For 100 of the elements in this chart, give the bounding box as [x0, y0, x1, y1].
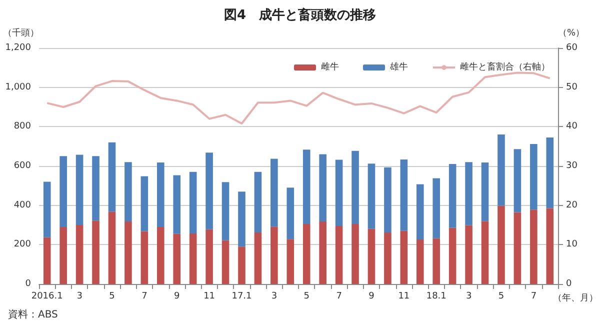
bar: [481, 162, 489, 222]
bar: [140, 231, 148, 284]
bar: [156, 162, 164, 227]
chart-title: 図4 成牛と畜頭数の推移: [224, 7, 376, 23]
bar: [432, 178, 440, 238]
bar: [514, 212, 522, 284]
y-tick-label: 400: [14, 200, 32, 210]
y-tick-label: 1,200: [5, 43, 32, 53]
y-tick-label: 600: [14, 161, 32, 171]
x-tick-label: 11: [398, 292, 410, 302]
y2-tick-label: 10: [566, 240, 578, 250]
y-tick-label: 1,000: [5, 82, 32, 92]
bar: [514, 149, 522, 212]
bar: [546, 137, 554, 208]
bar: [465, 162, 472, 226]
y2-tick-label: 20: [566, 200, 578, 210]
bar: [368, 164, 376, 229]
bar: [448, 164, 456, 228]
bar: [481, 221, 489, 284]
bar: [189, 172, 197, 234]
bar: [498, 134, 505, 206]
text: 資料：ABS: [8, 308, 58, 320]
bar: [286, 239, 294, 284]
x-axis-title: （年、月）: [553, 292, 598, 304]
bar: [156, 226, 164, 284]
bar: [124, 162, 132, 222]
y2-tick-label: 60: [566, 43, 578, 53]
bar: [352, 224, 359, 284]
bar: [92, 156, 100, 221]
legend-label: 雄牛: [389, 62, 408, 72]
bar: [43, 237, 51, 284]
legend-label: 雌牛と畜割合（右軸）: [460, 62, 550, 72]
bar: [222, 240, 230, 284]
bar: [416, 184, 424, 240]
bar: [60, 226, 67, 284]
bar: [173, 234, 181, 284]
y2-tick-label: 40: [566, 122, 578, 132]
bar: [124, 221, 132, 284]
bar: [140, 176, 148, 232]
bar: [368, 228, 376, 284]
bar: [254, 172, 262, 232]
bar: [432, 238, 440, 284]
bar: [448, 228, 456, 284]
bar: [319, 221, 326, 284]
bar: [206, 229, 213, 284]
x-tick-label: 7: [142, 292, 148, 302]
bar: [286, 188, 294, 240]
bar: [254, 232, 262, 284]
y2-tick-label: 30: [566, 161, 578, 171]
bar: [335, 226, 343, 284]
bar: [352, 150, 359, 224]
legend-label: 雌牛: [321, 62, 339, 72]
bar: [92, 220, 100, 284]
x-tick-label: 9: [368, 292, 375, 302]
bar: [465, 225, 472, 284]
bar: [546, 208, 554, 284]
y-tick-label: 200: [14, 240, 32, 250]
bar: [400, 160, 408, 231]
y2-axis-title: （%）: [558, 28, 585, 38]
x-tick-label: 3: [466, 292, 472, 302]
y-tick-label: 800: [14, 122, 32, 132]
bar: [270, 158, 278, 227]
bar: [302, 150, 310, 224]
bar: [498, 206, 505, 284]
x-tick-label: 7: [336, 292, 342, 302]
x-tick-label: 18.1: [426, 292, 446, 302]
x-tick-label: 5: [498, 292, 504, 302]
bar: [384, 167, 392, 232]
bar: [302, 224, 310, 284]
line-series: [46, 72, 551, 125]
x-tick-label: 3: [271, 292, 278, 302]
x-tick-label: 3: [76, 292, 82, 302]
bar: [270, 226, 278, 284]
x-tick-label: 9: [174, 292, 180, 302]
x-tick-label: 5: [304, 292, 310, 302]
bar: [108, 142, 116, 212]
bar: [108, 212, 116, 284]
bar: [530, 210, 538, 284]
bar: [416, 240, 424, 284]
bar: [400, 230, 408, 284]
bar: [189, 233, 197, 284]
bar: [173, 175, 181, 234]
bar: [76, 154, 84, 225]
bar: [335, 160, 343, 226]
x-tick-label: 2016.1: [31, 292, 63, 302]
y2-tick-label: 0: [566, 279, 572, 289]
y-tick-label: 0: [25, 279, 32, 289]
bar: [222, 182, 230, 240]
bar: [238, 192, 246, 247]
bar: [76, 225, 84, 284]
bar: [530, 144, 538, 210]
x-tick-label: 5: [109, 292, 115, 302]
y-axis-title: （千頭）: [3, 28, 39, 38]
x-tick-label: 17.1: [232, 292, 252, 302]
y2-tick-label: 50: [566, 82, 578, 92]
bar: [60, 156, 67, 227]
bar: [319, 154, 326, 222]
x-tick-label: 11: [204, 292, 216, 302]
bar: [238, 246, 246, 284]
bar: [206, 152, 213, 230]
